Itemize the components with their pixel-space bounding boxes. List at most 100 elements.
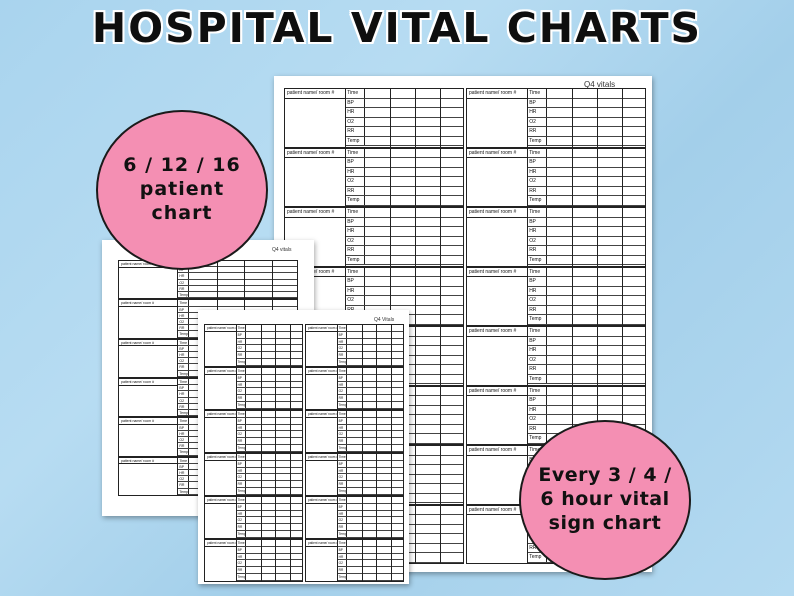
vitals-row-label: HR bbox=[338, 510, 348, 517]
vitals-row-label: Time bbox=[178, 457, 190, 463]
vitals-row-label: HR bbox=[338, 338, 348, 345]
vitals-row-label: HR bbox=[528, 108, 548, 117]
vitals-row-label: Temp bbox=[179, 331, 190, 337]
vitals-row-label: HR bbox=[528, 227, 548, 236]
vitals-row: BP bbox=[236, 503, 302, 511]
vitals-row-label: Temp bbox=[237, 574, 247, 580]
vitals-row-label: BP bbox=[237, 331, 247, 338]
patient-name-cell: patient name/ room # bbox=[306, 411, 338, 452]
vitals-row-label: O2 bbox=[237, 431, 247, 438]
time-slot-divider bbox=[376, 325, 378, 366]
patient-name-label: patient name/ room # bbox=[205, 411, 236, 419]
sheet-label: Q4 Vitals bbox=[374, 317, 395, 323]
patient-name-cell: patient name/ room # bbox=[306, 368, 338, 409]
patient-name-cell: patient name/ room # bbox=[467, 267, 529, 325]
time-slot-divider bbox=[289, 540, 291, 581]
vitals-row-label: BP bbox=[178, 424, 190, 430]
vitals-row: BP bbox=[346, 217, 463, 228]
vitals-row: Time bbox=[236, 325, 302, 332]
vitals-row: Time bbox=[236, 411, 302, 418]
time-slot-divider bbox=[361, 325, 363, 366]
time-slot-divider bbox=[376, 411, 378, 452]
vitals-row: Time bbox=[346, 148, 463, 159]
vitals-row: Time bbox=[346, 267, 463, 278]
vitals-row: Temp bbox=[528, 196, 645, 206]
vitals-row: Temp bbox=[236, 402, 302, 409]
vitals-row-label: BP bbox=[237, 546, 247, 553]
vitals-row: HR bbox=[528, 346, 645, 356]
vitals-row-label: Temp bbox=[346, 136, 366, 146]
patient-name-cell: patient name/ room # bbox=[119, 418, 179, 456]
vitals-row-label: RR bbox=[178, 403, 190, 410]
vitals-row: HR bbox=[337, 553, 403, 561]
vitals-row-label: Temp bbox=[528, 255, 548, 265]
patient-name-cell: patient name/ room # bbox=[205, 497, 237, 538]
vitals-row-label: HR bbox=[338, 467, 348, 474]
vitals-row-label: O2 bbox=[237, 474, 247, 481]
patient-name-label: patient name/ room # bbox=[306, 368, 337, 376]
vitals-row-label: HR bbox=[346, 167, 366, 177]
vitals-row-label: BP bbox=[237, 374, 247, 381]
vitals-row-label: O2 bbox=[528, 355, 548, 365]
time-slot-divider bbox=[622, 327, 624, 385]
vitals-row-label: Temp bbox=[237, 488, 247, 494]
vitals-row-label: Time bbox=[346, 267, 366, 277]
vitals-row-label: O2 bbox=[528, 415, 548, 424]
vitals-row: BP bbox=[528, 98, 645, 109]
vitals-row-label: Temp bbox=[528, 374, 548, 384]
time-slot-divider bbox=[275, 540, 277, 581]
vitals-row: HR bbox=[236, 338, 302, 346]
vitals-row-label: BP bbox=[346, 98, 366, 108]
vitals-row: O2 bbox=[178, 279, 297, 286]
vitals-row: HR bbox=[346, 286, 463, 297]
vitals-row-label: Time bbox=[528, 148, 548, 158]
patient-name-label: patient name/ room # bbox=[205, 325, 236, 333]
patient-name-label: patient name/ room # bbox=[285, 208, 346, 218]
vitals-row-label: RR bbox=[338, 438, 348, 445]
badge-line: sign chart bbox=[548, 511, 662, 534]
vitals-row-label: BP bbox=[178, 345, 190, 352]
vitals-row-label: O2 bbox=[237, 388, 247, 395]
vitals-row: BP bbox=[337, 503, 403, 511]
vitals-row: Temp bbox=[337, 402, 403, 409]
vitals-row-label: Temp bbox=[338, 531, 348, 537]
vitals-row: O2 bbox=[528, 355, 645, 366]
vitals-row-label: BP bbox=[178, 267, 190, 273]
badge-line: patient bbox=[139, 178, 225, 201]
vitals-row-label: RR bbox=[338, 481, 348, 488]
vitals-row-label: O2 bbox=[528, 236, 548, 246]
vitals-row: RR bbox=[337, 481, 403, 489]
vitals-row-label: Time bbox=[346, 89, 366, 98]
time-slot-divider bbox=[572, 267, 574, 325]
vitals-row-label: O2 bbox=[346, 177, 366, 186]
vitals-row-label: O2 bbox=[338, 560, 348, 567]
vitals-row-label: Time bbox=[237, 497, 247, 503]
vitals-row-label: Time bbox=[528, 327, 548, 336]
vitals-row: O2 bbox=[528, 117, 645, 128]
vitals-row-label: HR bbox=[237, 510, 247, 517]
vitals-row: BP bbox=[236, 417, 302, 425]
vitals-row: Time bbox=[236, 454, 302, 461]
vitals-row: Time bbox=[337, 540, 403, 547]
time-slot-divider bbox=[271, 261, 273, 299]
vitals-row: O2 bbox=[236, 474, 302, 482]
vitals-row: RR bbox=[236, 438, 302, 446]
vitals-row-label: HR bbox=[178, 391, 190, 397]
vitals-row-label: BP bbox=[346, 158, 366, 167]
time-slot-divider bbox=[390, 497, 392, 538]
vitals-row-label: Time bbox=[338, 497, 348, 503]
patient-name-cell: patient name/ room # bbox=[285, 148, 347, 206]
vitals-row: Temp bbox=[337, 488, 403, 495]
vitals-row: RR bbox=[337, 567, 403, 575]
vitals-row: O2 bbox=[346, 236, 463, 247]
time-slot-divider bbox=[376, 454, 378, 495]
vitals-row-label: BP bbox=[346, 277, 366, 286]
patient-name-cell: patient name/ room # bbox=[467, 148, 529, 206]
time-slot-divider bbox=[572, 148, 574, 206]
